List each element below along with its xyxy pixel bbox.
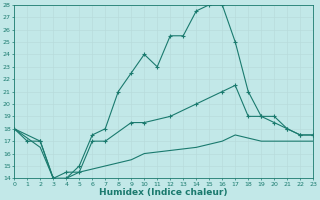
X-axis label: Humidex (Indice chaleur): Humidex (Indice chaleur)	[100, 188, 228, 197]
